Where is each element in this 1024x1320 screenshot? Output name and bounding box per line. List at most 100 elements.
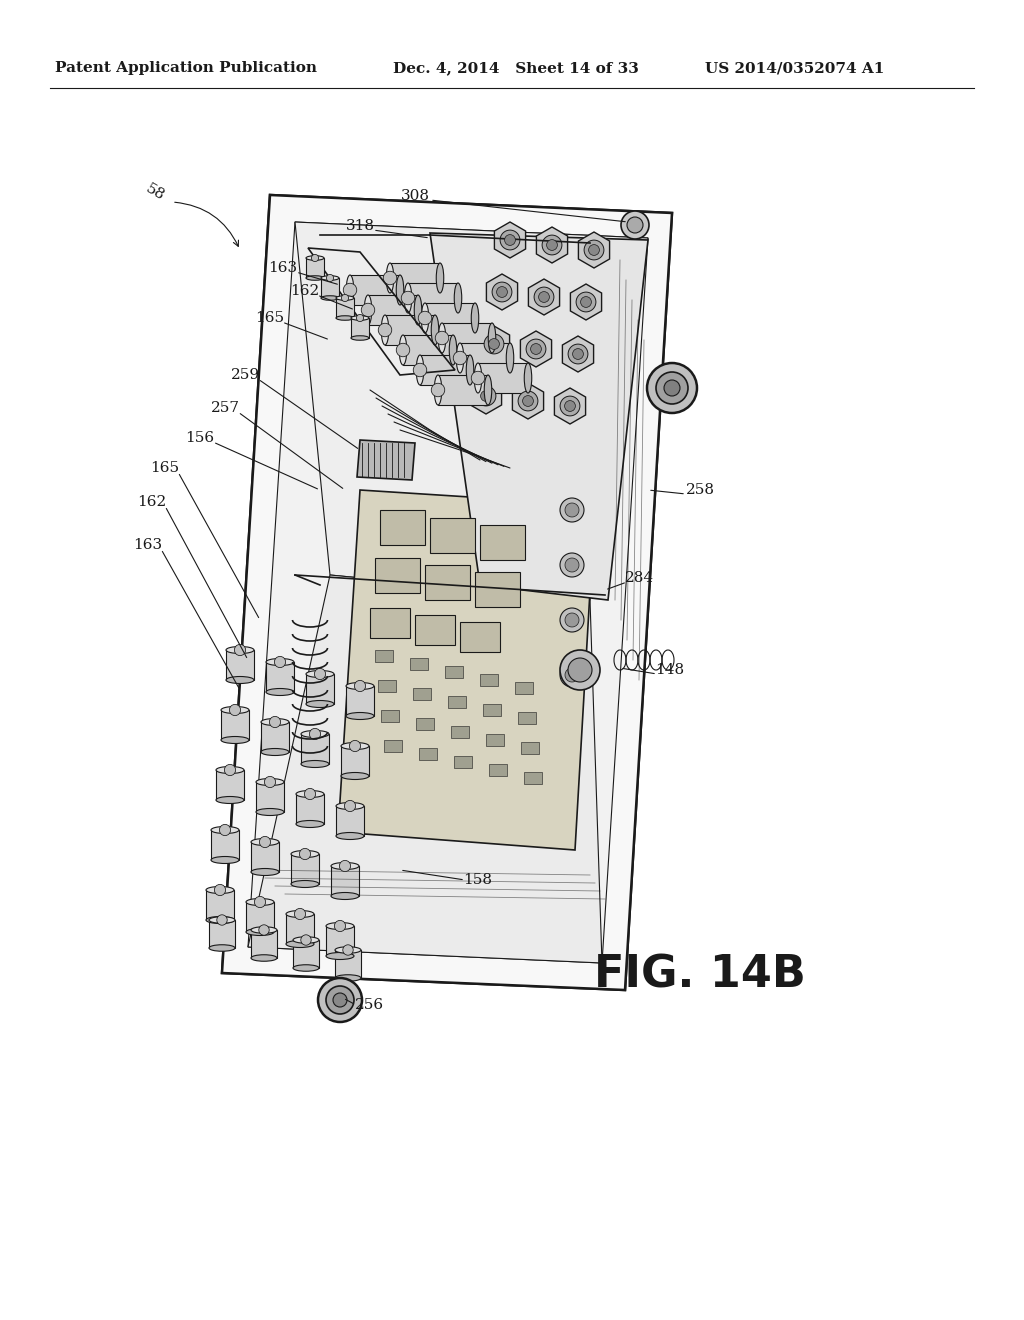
Ellipse shape bbox=[434, 375, 441, 405]
Circle shape bbox=[414, 363, 427, 376]
Text: FIG. 14B: FIG. 14B bbox=[594, 953, 806, 997]
Bar bbox=[378, 680, 396, 692]
Ellipse shape bbox=[474, 363, 481, 393]
Text: 259: 259 bbox=[230, 368, 259, 381]
Ellipse shape bbox=[226, 647, 254, 653]
Ellipse shape bbox=[335, 946, 361, 953]
Polygon shape bbox=[321, 279, 339, 298]
Circle shape bbox=[647, 363, 697, 413]
Polygon shape bbox=[301, 734, 329, 764]
Text: 148: 148 bbox=[655, 663, 685, 677]
Circle shape bbox=[219, 825, 230, 836]
Polygon shape bbox=[248, 222, 648, 964]
Polygon shape bbox=[209, 920, 234, 948]
Circle shape bbox=[565, 668, 579, 682]
Ellipse shape bbox=[221, 706, 249, 714]
Circle shape bbox=[497, 286, 508, 297]
Bar bbox=[445, 667, 463, 678]
Bar bbox=[515, 682, 534, 694]
Polygon shape bbox=[331, 866, 359, 896]
Text: 58: 58 bbox=[143, 181, 167, 203]
Text: 308: 308 bbox=[400, 189, 429, 203]
Polygon shape bbox=[357, 440, 415, 480]
Circle shape bbox=[229, 705, 241, 715]
Polygon shape bbox=[438, 375, 488, 405]
Circle shape bbox=[471, 371, 484, 384]
Ellipse shape bbox=[216, 767, 244, 774]
Ellipse shape bbox=[331, 892, 359, 899]
Ellipse shape bbox=[266, 689, 294, 696]
Ellipse shape bbox=[438, 323, 445, 352]
Polygon shape bbox=[266, 663, 294, 692]
Circle shape bbox=[526, 339, 546, 359]
Circle shape bbox=[584, 240, 604, 260]
Circle shape bbox=[418, 312, 432, 325]
Ellipse shape bbox=[416, 355, 424, 385]
Polygon shape bbox=[336, 298, 354, 318]
Polygon shape bbox=[570, 284, 601, 319]
Ellipse shape bbox=[246, 928, 274, 936]
Circle shape bbox=[301, 935, 311, 945]
Text: 163: 163 bbox=[268, 261, 298, 275]
Polygon shape bbox=[390, 263, 440, 293]
Bar bbox=[518, 711, 536, 723]
Circle shape bbox=[454, 351, 467, 364]
Circle shape bbox=[560, 396, 580, 416]
Ellipse shape bbox=[341, 772, 369, 780]
Polygon shape bbox=[206, 890, 234, 920]
Ellipse shape bbox=[351, 315, 369, 321]
Circle shape bbox=[234, 644, 246, 656]
Bar bbox=[460, 622, 500, 652]
Polygon shape bbox=[403, 335, 453, 366]
Text: 165: 165 bbox=[151, 461, 179, 475]
Polygon shape bbox=[528, 279, 559, 315]
Polygon shape bbox=[326, 927, 354, 956]
Bar bbox=[384, 741, 402, 752]
Polygon shape bbox=[335, 950, 361, 978]
Ellipse shape bbox=[421, 304, 429, 333]
Bar bbox=[475, 572, 520, 607]
Polygon shape bbox=[470, 378, 502, 414]
Circle shape bbox=[522, 396, 534, 407]
Ellipse shape bbox=[346, 682, 374, 689]
Text: 158: 158 bbox=[464, 873, 493, 887]
Ellipse shape bbox=[256, 779, 284, 785]
Bar bbox=[415, 615, 455, 645]
Circle shape bbox=[214, 884, 225, 895]
Circle shape bbox=[564, 400, 575, 412]
Circle shape bbox=[518, 391, 538, 411]
Ellipse shape bbox=[321, 296, 339, 300]
Circle shape bbox=[339, 861, 350, 871]
Ellipse shape bbox=[431, 315, 438, 345]
Ellipse shape bbox=[291, 850, 319, 858]
Ellipse shape bbox=[211, 826, 239, 833]
Circle shape bbox=[361, 304, 375, 317]
Circle shape bbox=[560, 663, 584, 686]
Circle shape bbox=[581, 297, 592, 308]
Text: 257: 257 bbox=[211, 401, 240, 414]
Bar bbox=[524, 772, 542, 784]
Polygon shape bbox=[293, 940, 319, 968]
Ellipse shape bbox=[336, 315, 354, 321]
Bar bbox=[381, 710, 399, 722]
Ellipse shape bbox=[506, 343, 514, 374]
Bar bbox=[425, 565, 470, 601]
Ellipse shape bbox=[291, 880, 319, 887]
Ellipse shape bbox=[336, 803, 364, 809]
Bar bbox=[489, 764, 507, 776]
Circle shape bbox=[314, 668, 326, 680]
Polygon shape bbox=[495, 222, 525, 257]
Ellipse shape bbox=[346, 713, 374, 719]
Bar bbox=[486, 734, 504, 746]
Ellipse shape bbox=[256, 808, 284, 816]
Circle shape bbox=[560, 553, 584, 577]
Circle shape bbox=[476, 385, 496, 407]
Circle shape bbox=[264, 776, 275, 788]
Polygon shape bbox=[222, 195, 672, 990]
Ellipse shape bbox=[488, 323, 496, 352]
Polygon shape bbox=[351, 318, 369, 338]
Ellipse shape bbox=[381, 315, 389, 345]
Circle shape bbox=[656, 372, 688, 404]
Circle shape bbox=[356, 314, 364, 322]
Text: 318: 318 bbox=[345, 219, 375, 234]
